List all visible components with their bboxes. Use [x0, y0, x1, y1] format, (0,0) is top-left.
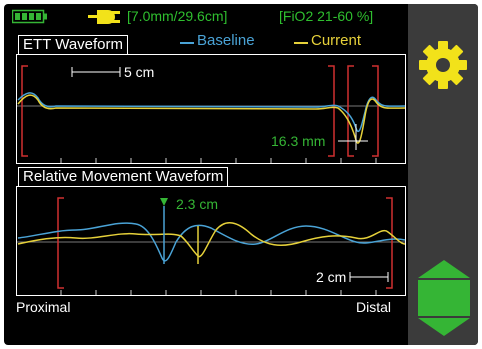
movement-scale-bar: 2 cm [316, 269, 389, 285]
current-legend-swatch [294, 42, 308, 44]
fio2-status: [FiO2 21-60 %] [279, 8, 374, 24]
proximal-label: Proximal [16, 299, 71, 315]
ett-scale-bar: 5 cm [71, 64, 154, 80]
side-panel [408, 4, 478, 345]
movement-baseline-waveform [17, 222, 406, 262]
ett-depth-marker: 16.3 mm [271, 124, 368, 150]
hexagon-arrows-icon[interactable] [416, 258, 472, 338]
ett-waveform-panel: 5 cm 16.3 mm [16, 54, 406, 164]
main-screen: [7.0mm/29.6cm] [FiO2 21-60 %] Baseline C… [4, 4, 408, 345]
ett-baseline-waveform [17, 92, 406, 133]
movement-marker: 2.3 cm [160, 196, 218, 264]
ett-range-markers [21, 65, 379, 157]
baseline-legend-label: Baseline [197, 32, 255, 49]
ett-depth-label: 16.3 mm [271, 133, 325, 149]
movement-value-label: 2.3 cm [176, 196, 218, 212]
ett-current-waveform [17, 94, 406, 144]
nav-button-body [418, 280, 470, 316]
movement-scale-label: 2 cm [316, 269, 346, 285]
movement-current-waveform [17, 222, 406, 258]
tube-size-status: [7.0mm/29.6cm] [127, 8, 228, 24]
scroll-up-arrow [418, 260, 470, 278]
battery-full-icon [12, 9, 47, 24]
movement-panel-title: Relative Movement Waveform [18, 167, 229, 186]
device-frame: [7.0mm/29.6cm] [FiO2 21-60 %] Baseline C… [4, 4, 478, 345]
gear-icon[interactable] [416, 38, 470, 92]
movement-marker-triangle [160, 198, 168, 206]
movement-waveform-panel: 2.3 cm 2 cm [16, 186, 406, 296]
baseline-legend-swatch [180, 42, 194, 44]
movement-range-markers [57, 197, 393, 289]
ett-scale-label: 5 cm [124, 64, 154, 80]
scroll-down-arrow [418, 318, 470, 336]
power-plug-icon [88, 10, 120, 24]
ett-panel-title: ETT Waveform [18, 35, 129, 54]
current-legend-label: Current [311, 32, 362, 49]
distal-label: Distal [356, 299, 392, 315]
